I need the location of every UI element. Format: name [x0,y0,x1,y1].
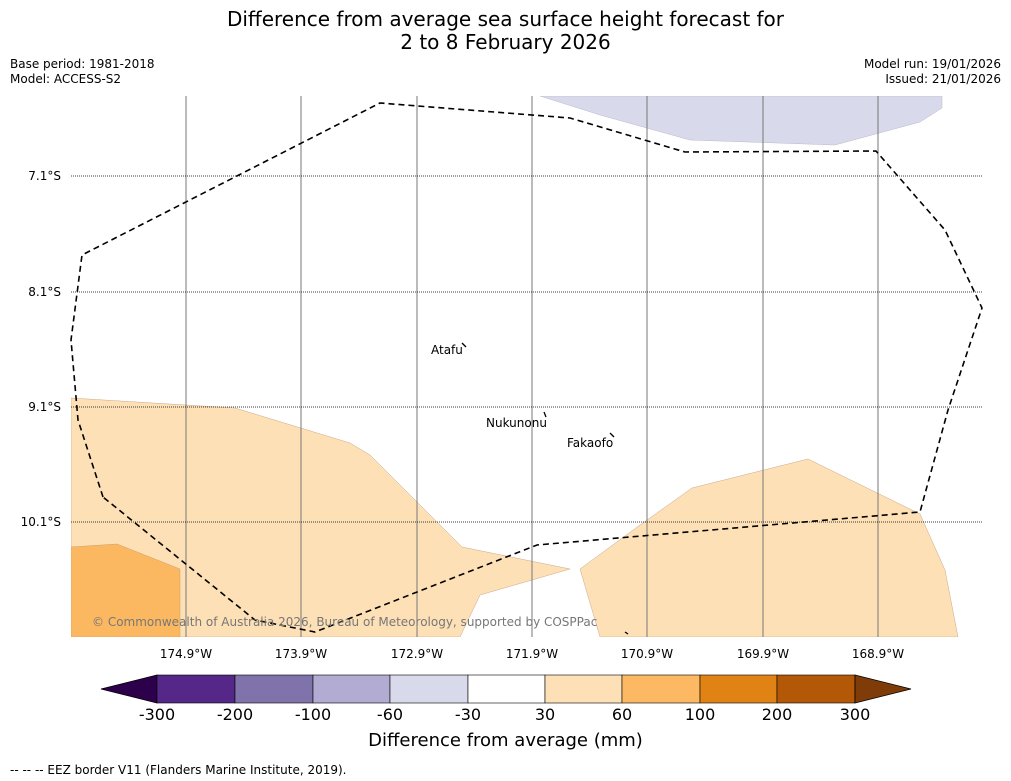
meta-right: Model run: 19/01/2026 Issued: 21/01/2026 [864,57,1001,87]
lon-label: 170.9°W [620,647,674,661]
lon-label: 171.9°W [505,647,559,661]
colorbar-tick-label: 200 [761,705,793,724]
colorbar-tick-label: 60 [611,705,633,724]
nukunonu-island-mark [543,411,547,418]
colorbar-extend-low [100,674,158,704]
colorbar-tick-label: -300 [138,705,176,724]
atafu-island-mark [461,342,467,348]
eez-legend-note: -- -- -- EEZ border V11 (Flanders Marine… [10,763,347,777]
region-30-60-east [579,458,959,637]
meta-left: Base period: 1981-2018 Model: ACCESS-S2 [10,57,155,87]
fakaofo-island-mark [609,432,615,438]
region-30-60-top [539,96,943,146]
colorbar-segment [621,674,701,704]
colorbar-tick-label: 30 [534,705,556,724]
lat-label: 8.1°S [28,285,61,299]
swains-island-mark [624,631,629,635]
colorbar-segment [776,674,856,704]
colorbar [100,674,912,704]
colorbar-tick-label: -100 [294,705,332,724]
colorbar-segment [467,674,546,704]
place-label-fakaofo: Fakaofo [567,436,614,450]
lon-label: 172.9°W [390,647,444,661]
colorbar-tick-label: -200 [216,705,254,724]
colorbar-segment [699,674,778,704]
eez-border-north [70,102,983,633]
region-60-100-west [71,543,181,637]
chart-title-line-2: 2 to 8 February 2026 [400,30,611,54]
lon-label: 169.9°W [736,647,790,661]
model-name: Model: ACCESS-S2 [10,72,122,86]
issued-date: Issued: 21/01/2026 [885,72,1001,86]
lat-label: 9.1°S [28,400,61,414]
model-run: Model run: 19/01/2026 [863,57,1001,71]
chart-title-line-1: Difference from average sea surface heig… [226,7,785,31]
colorbar-tick-label: -30 [454,705,482,724]
colorbar-segment [544,674,623,704]
copyright-notice: © Commonwealth of Australia 2026, Bureau… [92,615,598,629]
colorbar-segment [234,674,314,704]
base-period: Base period: 1981-2018 [10,57,155,71]
lon-label: 168.9°W [851,647,905,661]
anomaly-fill-layer [71,96,959,637]
lat-label: 10.1°S [20,515,61,529]
lon-label: 173.9°W [274,647,328,661]
island-marks [461,342,629,635]
lon-label: 174.9°W [159,647,213,661]
colorbar-tick-label: 300 [839,705,871,724]
colorbar-segment [312,674,391,704]
colorbar-segment [389,674,469,704]
colorbar-segment [156,674,236,704]
place-label-nukunonu: Nukunonu [486,416,547,430]
colorbar-tick-label: -60 [376,705,404,724]
colorbar-title: Difference from average (mm) [368,730,643,751]
lat-label: 7.1°S [28,169,61,183]
place-label-atafu: Atafu [431,343,463,357]
colorbar-tick-label: 100 [684,705,716,724]
longitude-gridlines [185,96,879,637]
colorbar-extend-high [854,674,912,704]
region-30-60-west [71,397,571,637]
